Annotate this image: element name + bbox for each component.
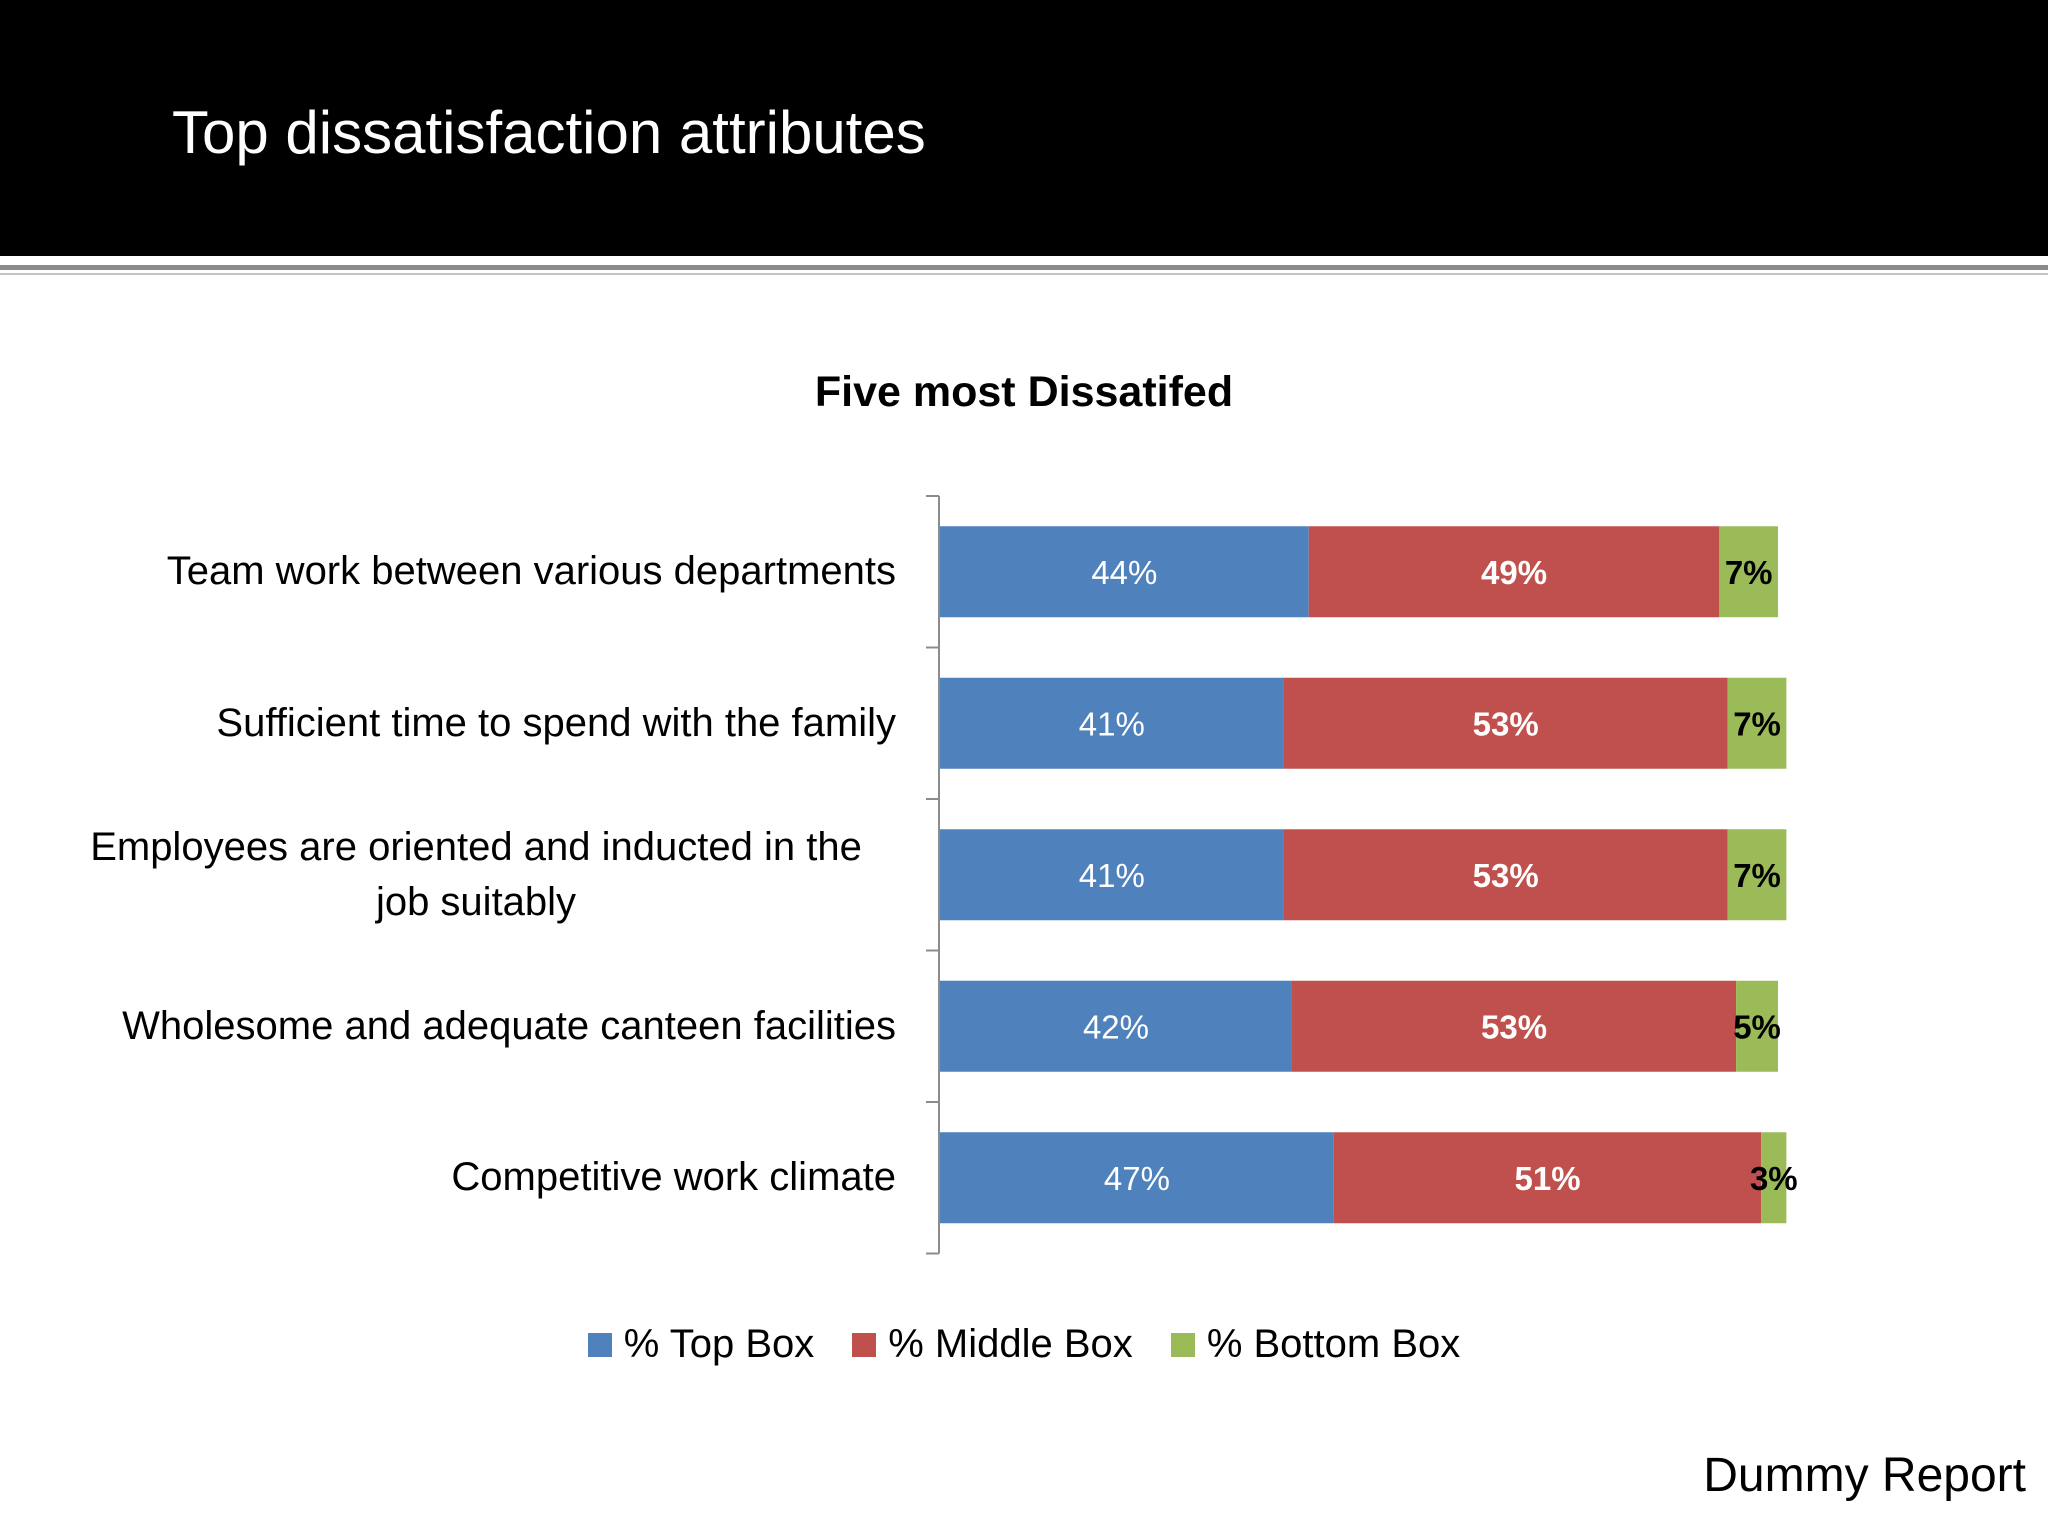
legend-label-bottom-box: % Bottom Box [1206,1322,1461,1366]
footer-text: Dummy Report [1703,1449,2026,1502]
category-label-line: Team work between various departments [166,549,896,594]
bar-segment-top-box [940,1132,1334,1224]
category-label: Sufficient time to spend with the family [56,696,896,751]
bar-segment-middle-box [1283,829,1728,921]
header-bar [0,0,2048,256]
data-label-bottom-box: 7% [1733,705,1781,742]
legend-item-top-box: % Top Box [587,1322,815,1367]
data-label-top-box: 41% [1079,857,1145,894]
bar-segment-bottom-box [1727,677,1787,769]
bar-segment-bottom-box [1719,526,1778,618]
category-label: Employees are oriented and inducted in t… [56,820,896,930]
data-label-bottom-box: 5% [1733,1008,1781,1045]
data-label-top-box: 47% [1104,1160,1170,1197]
category-label: Team work between various departments [56,544,896,599]
data-label-middle-box: 49% [1481,554,1547,591]
data-label-bottom-box: 7% [1733,857,1781,894]
header-divider [0,265,2048,270]
bar-segment-middle-box [1291,980,1737,1072]
legend-label-middle-box: % Middle Box [888,1322,1133,1366]
data-label-top-box: 42% [1083,1008,1149,1045]
legend-swatch-bottom-box [1170,1332,1195,1357]
bar-segment-middle-box [1308,526,1720,618]
category-label-line: Employees are oriented and inducted in t… [90,824,862,869]
category-label-line: Wholesome and adequate canteen facilitie… [122,1003,896,1048]
legend-swatch-top-box [587,1332,612,1357]
category-label: Wholesome and adequate canteen facilitie… [56,999,896,1054]
slide-title: Top dissatisfaction attributes [172,99,926,166]
bar-segment-middle-box [1333,1132,1762,1224]
data-label-middle-box: 53% [1481,1008,1547,1045]
bar-segment-top-box [940,980,1292,1072]
data-label-bottom-box: 7% [1725,554,1773,591]
bar-segment-top-box [940,677,1284,769]
legend: % Top Box % Middle Box % Bottom Box [0,1322,2048,1367]
legend-item-middle-box: % Middle Box [852,1322,1133,1367]
chart-title: Five most Dissatifed [814,368,1234,416]
category-label-line: job suitably [375,879,577,924]
bar-segment-bottom-box [1736,980,1778,1072]
data-label-top-box: 44% [1091,554,1157,591]
data-label-middle-box: 53% [1473,705,1539,742]
legend-swatch-middle-box [852,1332,877,1357]
data-label-middle-box: 51% [1515,1160,1581,1197]
bar-segment-bottom-box [1727,829,1787,921]
legend-item-bottom-box: % Bottom Box [1170,1322,1461,1367]
category-label-line: Sufficient time to spend with the family [216,700,896,745]
bar-segment-bottom-box [1761,1132,1787,1224]
bar-segment-top-box [940,829,1284,921]
bar-segment-middle-box [1283,677,1728,769]
legend-label-top-box: % Top Box [623,1322,815,1366]
data-label-top-box: 41% [1079,705,1145,742]
category-label: Competitive work climate [56,1150,896,1205]
bar-segment-top-box [940,526,1309,618]
header-divider-thin [0,273,2048,275]
category-label-line: Competitive work climate [451,1155,896,1200]
data-label-bottom-box: 3% [1750,1160,1798,1197]
data-label-middle-box: 53% [1473,857,1539,894]
stacked-bar-chart: 44% 49% 7% 41% 53% 7% 41% 53% 7% 42% 53% 5% 47% 51% 3% [926,495,1798,1255]
